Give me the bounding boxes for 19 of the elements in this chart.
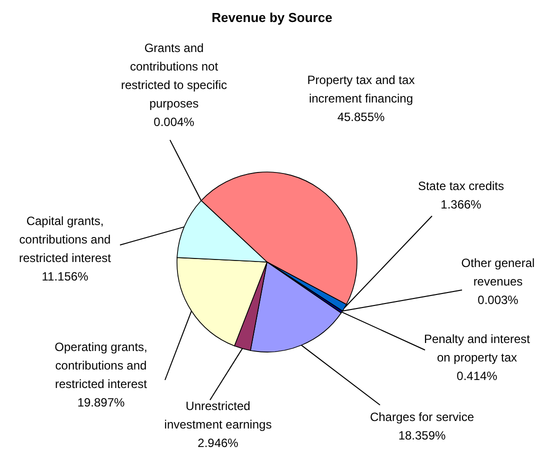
data-label: 11.156% <box>42 270 89 284</box>
chart-title: Revenue by Source <box>212 10 332 25</box>
data-label: 45.855% <box>337 110 386 124</box>
slice-label: Charges for service <box>370 410 474 424</box>
data-label: 18.359% <box>398 428 446 442</box>
slice-label: Operating grants, contributions and restricted interest <box>54 340 148 391</box>
data-label: 0.003% <box>478 293 519 307</box>
slice-label: State tax credits <box>418 179 504 193</box>
data-label: 0.414% <box>456 369 498 383</box>
slice-label: Property tax and tax increment financing <box>307 73 415 106</box>
data-label: 19.897% <box>77 396 126 410</box>
slice-label: Penalty and interest on property tax <box>424 332 531 364</box>
slice-label: Unrestricted investment earnings <box>164 399 272 432</box>
slice-label: Other general revenues <box>461 256 535 288</box>
data-label: 2.946% <box>198 436 239 450</box>
slice-label: Capital grants, contributions and restricted interest <box>18 214 112 265</box>
data-label: 1.366% <box>440 198 482 212</box>
data-label: 0.004% <box>154 115 195 129</box>
slice-label: Grants and contributions not restricted to specific purposes <box>120 41 228 110</box>
